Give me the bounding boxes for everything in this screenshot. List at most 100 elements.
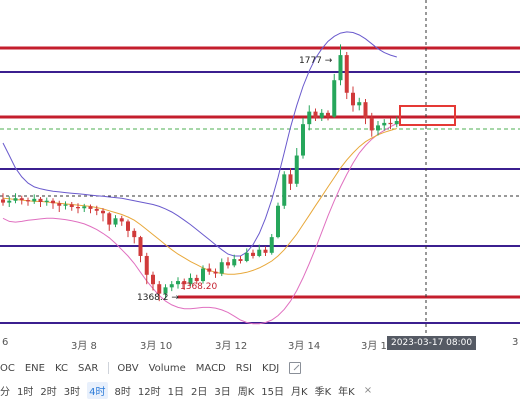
candle-body: [94, 208, 99, 211]
candle-body: [301, 124, 305, 156]
candle-body: [213, 271, 218, 274]
candle-body: [7, 200, 12, 203]
timeframe-3h[interactable]: 3时: [63, 386, 81, 398]
candle-body: [126, 221, 130, 231]
candle-body: [82, 206, 87, 209]
date-label: 3月 14: [288, 341, 321, 352]
candle-body: [307, 111, 312, 125]
candle-body: [276, 205, 280, 238]
candle-body: [332, 80, 337, 117]
candle-body: [351, 92, 355, 106]
candle-body: [376, 125, 380, 131]
candle-body: [26, 200, 30, 202]
date-label: 3月 8: [71, 341, 97, 352]
candle-body: [44, 200, 49, 202]
candle-body: [151, 274, 155, 285]
candle-body: [32, 198, 37, 202]
timeframe-year[interactable]: 年K: [338, 386, 355, 398]
timeframe-2h[interactable]: 2时: [40, 386, 57, 398]
time-axis: 6 3月 8 3月 10 3月 12 3月 14 3月 1 2023-03-17…: [0, 334, 520, 354]
highlight-rectangle[interactable]: [399, 105, 456, 126]
candle-body: [1, 199, 5, 203]
indicator-toolbar: OC ENE KC SAR OBV Volume MACD RSI KDJ: [0, 358, 520, 378]
indicator-ene[interactable]: ENE: [24, 362, 45, 374]
candle-body: [369, 117, 374, 131]
edit-icon[interactable]: [289, 362, 302, 374]
candle-body: [313, 111, 318, 118]
crosshair-time-tag: 2023-03-17 08:00: [387, 336, 477, 350]
timeframe-toolbar: 分 1时 2时 3时 4时 8时 12时 1日 2日 3日 周K 15日 月K …: [0, 380, 520, 400]
timeframe-4h[interactable]: 4时: [87, 381, 108, 399]
close-icon[interactable]: ×: [363, 384, 373, 396]
candle-body: [388, 122, 393, 125]
indicator-sar[interactable]: SAR: [77, 362, 99, 374]
timeframe-1d[interactable]: 1日: [167, 386, 184, 398]
timeframe-8h[interactable]: 8时: [114, 386, 131, 398]
timeframe-1h[interactable]: 1时: [17, 386, 34, 398]
candle-body: [207, 268, 212, 272]
candle-body: [232, 259, 237, 266]
candle-body: [19, 198, 24, 201]
candle-body: [382, 122, 387, 126]
candle-body: [76, 207, 80, 209]
timeframe-minute[interactable]: 分: [0, 386, 10, 398]
low-price-value: 1368.20: [180, 282, 217, 292]
timeframe-quarter[interactable]: 季K: [314, 386, 332, 398]
date-label: 3: [512, 337, 519, 348]
candle-body: [288, 174, 293, 184]
date-label: 3月 12: [215, 341, 248, 352]
indicator-kc[interactable]: KC: [54, 362, 68, 374]
timeframe-3d[interactable]: 3日: [214, 386, 231, 398]
candle-body: [107, 213, 112, 225]
candle-body: [88, 206, 93, 209]
candle-body: [363, 102, 368, 118]
moving-average-line: [2, 128, 397, 275]
indicator-obv[interactable]: OBV: [117, 362, 139, 374]
candle-body: [144, 255, 149, 275]
bollinger-lower-band: [2, 123, 398, 325]
date-label: 3月 1: [361, 341, 387, 352]
high-price-label: 1777 →: [299, 56, 333, 66]
candle-body: [244, 252, 249, 261]
date-label: 3月 10: [140, 341, 173, 352]
price-chart[interactable]: 1777 → 1368.2 → 1368.20: [0, 0, 520, 334]
candle-body: [294, 155, 299, 184]
candle-body: [319, 112, 324, 118]
candle-body: [263, 249, 268, 253]
indicator-kdj[interactable]: KDJ: [262, 362, 280, 374]
timeframe-month[interactable]: 月K: [291, 386, 308, 398]
candle-body: [219, 262, 224, 274]
candle-body: [57, 203, 62, 206]
candle-body: [201, 268, 205, 282]
candle-body: [51, 200, 55, 204]
candle-body: [176, 281, 180, 285]
candle-body: [63, 204, 68, 206]
indicator-oc[interactable]: OC: [0, 362, 15, 374]
timeframe-12h[interactable]: 12时: [137, 386, 161, 398]
bollinger-upper-band: [2, 31, 397, 257]
candle-body: [132, 230, 137, 238]
candle-body: [394, 121, 399, 125]
indicator-macd[interactable]: MACD: [195, 362, 226, 374]
candle-body: [101, 210, 105, 214]
timeframe-week[interactable]: 周K: [237, 386, 255, 398]
indicator-rsi[interactable]: RSI: [235, 362, 253, 374]
timeframe-15d[interactable]: 15日: [261, 386, 285, 398]
timeframe-2d[interactable]: 2日: [190, 386, 208, 398]
candle-body: [182, 281, 187, 285]
date-label: 6: [2, 337, 9, 348]
candle-body: [326, 112, 330, 117]
candle-body: [13, 198, 18, 201]
candle-body: [357, 102, 362, 106]
candle-body: [188, 277, 193, 285]
candle-body: [38, 198, 43, 202]
candle-body: [113, 218, 118, 225]
candle-body: [269, 237, 274, 253]
toolbar-divider: [108, 362, 110, 374]
candle-body: [69, 204, 74, 207]
candle-body: [169, 284, 174, 288]
candle-body: [251, 252, 255, 256]
candle-body: [338, 55, 343, 81]
indicator-volume[interactable]: Volume: [148, 362, 186, 374]
candle-body: [344, 55, 349, 93]
